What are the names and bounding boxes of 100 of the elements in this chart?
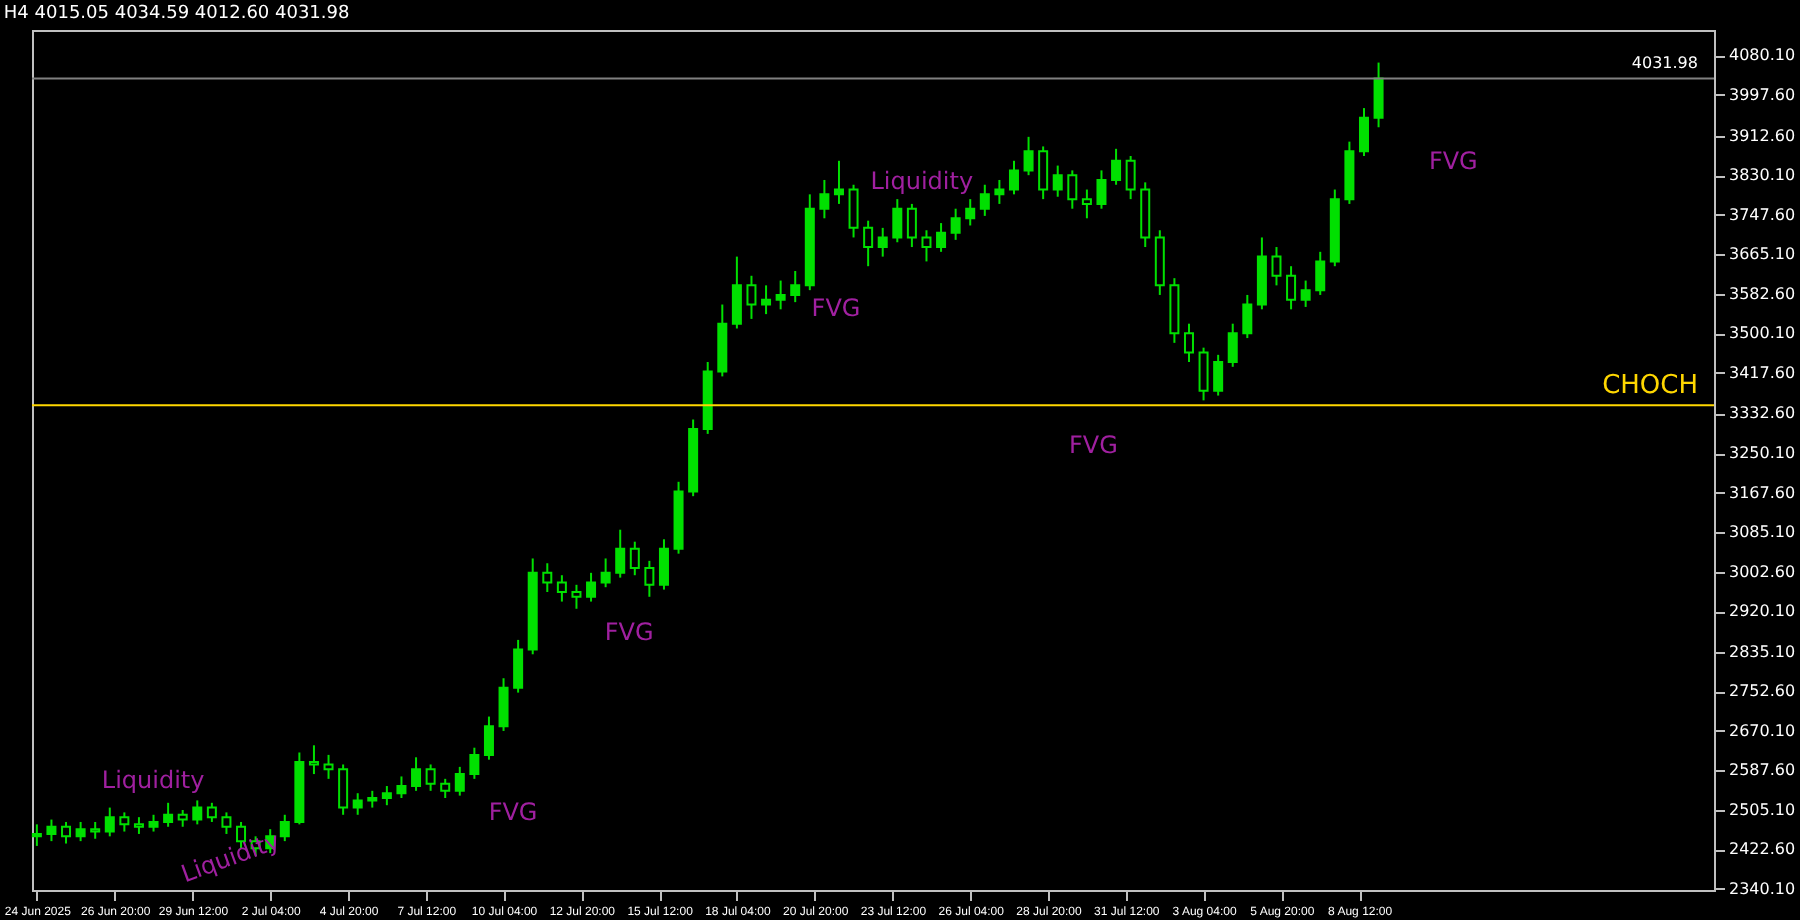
candlestick	[396, 775, 407, 800]
candlestick	[440, 777, 451, 800]
candlestick	[994, 178, 1005, 205]
candlestick	[658, 538, 669, 591]
candlestick	[906, 202, 917, 249]
y-tick-label: 3002.60	[1729, 562, 1796, 581]
candlestick	[46, 818, 57, 843]
candlestick	[352, 792, 363, 816]
candlestick	[513, 638, 524, 694]
candlestick	[717, 303, 728, 378]
annotation: Liquidity	[101, 765, 205, 794]
y-tick-label: 2752.60	[1729, 682, 1796, 701]
candlestick	[1111, 147, 1122, 186]
y-tick-label: 2835.10	[1729, 642, 1796, 661]
candlestick	[454, 765, 465, 797]
candlestick	[1286, 265, 1297, 311]
candlestick	[381, 785, 392, 807]
candlestick	[586, 571, 597, 603]
candlestick	[163, 801, 174, 828]
candlestick	[1344, 140, 1355, 205]
candlestick	[1096, 169, 1107, 210]
candlestick	[469, 746, 480, 780]
y-tick-label: 3582.60	[1729, 284, 1796, 303]
candlestick	[571, 583, 582, 610]
y-tick-label: 3332.60	[1729, 404, 1796, 423]
candlestick	[936, 222, 947, 253]
y-tick-label: 2340.10	[1729, 879, 1796, 898]
candlestick	[1140, 181, 1151, 249]
candlestick	[542, 562, 553, 593]
candlestick	[615, 528, 626, 579]
candlestick	[1300, 279, 1311, 308]
candlestick	[775, 279, 786, 311]
candlestick	[75, 820, 86, 843]
ref-line-label: CHOCH	[1602, 371, 1698, 402]
candlestick	[863, 219, 874, 268]
candlestick	[61, 820, 72, 845]
candlestick	[483, 715, 494, 761]
y-tick-label: 3747.60	[1729, 205, 1796, 224]
y-tick-label: 2422.60	[1729, 840, 1796, 859]
candlestick	[192, 799, 203, 826]
candlestick	[644, 559, 655, 598]
y-tick-label: 2670.10	[1729, 721, 1796, 740]
candlestick	[1154, 229, 1165, 296]
candlestick	[1038, 145, 1049, 201]
y-tick-label: 2920.10	[1729, 602, 1796, 621]
annotation: Liquidity	[870, 166, 974, 195]
candlestick	[1008, 159, 1019, 196]
candlestick	[921, 229, 932, 263]
y-tick-label: 4080.10	[1729, 46, 1796, 65]
y-tick-label: 3250.10	[1729, 444, 1796, 463]
y-tick-label: 3665.10	[1729, 245, 1796, 264]
candlestick	[1373, 61, 1384, 129]
annotation: FVG	[604, 618, 654, 646]
candlestick	[731, 255, 742, 330]
candlestick	[323, 753, 334, 780]
candlestick	[1081, 188, 1092, 220]
candlestick	[498, 677, 509, 732]
ref-line-label: 4031.98	[1631, 54, 1698, 73]
candlestick	[1067, 169, 1078, 210]
y-tick-label: 3085.10	[1729, 523, 1796, 542]
annotation: FVG	[1068, 430, 1118, 459]
annotation: FVG	[811, 293, 861, 322]
candlestick	[877, 226, 888, 258]
candlestick	[790, 269, 801, 304]
y-tick-label: 3912.60	[1729, 126, 1796, 145]
candlestick	[1213, 353, 1224, 397]
candlestick	[1358, 107, 1369, 158]
candlestick	[848, 183, 859, 239]
y-tick-label: 2587.60	[1729, 761, 1796, 780]
candlestick	[892, 198, 903, 244]
y-tick-label: 3830.10	[1729, 166, 1796, 185]
candlestick	[279, 813, 290, 843]
candlestick	[119, 811, 130, 833]
annotation: FVG	[488, 797, 538, 826]
candlestick	[31, 823, 42, 847]
candlestick	[411, 756, 422, 792]
candlestick	[1023, 135, 1034, 177]
candlestick	[1256, 236, 1267, 311]
candlestick	[1198, 346, 1209, 402]
candlestick	[1183, 322, 1194, 364]
candlestick	[1271, 246, 1282, 287]
candlestick	[1125, 155, 1136, 201]
candlestick	[338, 763, 349, 816]
candlestick	[104, 806, 115, 838]
y-tick-label: 3417.60	[1729, 363, 1796, 382]
chart-title: H4 4015.05 4034.59 4012.60 4031.98	[3, 4, 350, 24]
candlestick	[1242, 293, 1253, 340]
candlestick	[979, 183, 990, 217]
annotation: FVG	[1428, 146, 1478, 175]
candlestick	[1169, 277, 1180, 344]
candlestick	[1052, 164, 1063, 198]
candlestick	[746, 274, 757, 320]
candlestick	[206, 801, 217, 823]
candlestick	[221, 811, 232, 835]
candlestick	[819, 178, 830, 220]
candlestick	[1227, 322, 1238, 368]
candlestick	[761, 284, 772, 316]
candlestick	[1315, 250, 1326, 296]
candlestick	[833, 159, 844, 205]
candlestick	[950, 207, 961, 241]
